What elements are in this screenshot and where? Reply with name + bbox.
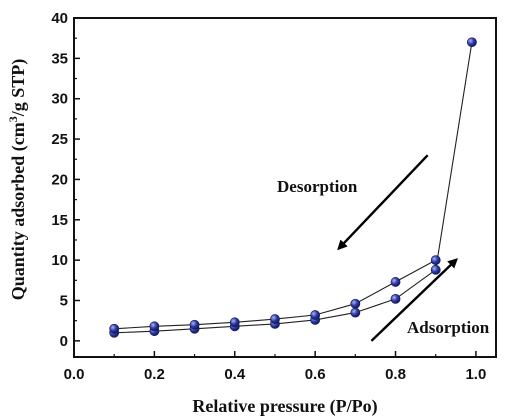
y-tick-label: 25 xyxy=(51,131,68,148)
y-axis-title: Quantity adsorbed (cm3/g STP) xyxy=(6,59,29,301)
series-2-point xyxy=(270,314,280,324)
annotation-arrows xyxy=(337,154,458,342)
desorption-arrow xyxy=(337,154,429,251)
series-2-point xyxy=(350,298,361,309)
tick-layer: 0.0 0.2 0.4 0.6 0.8 1.0 0 5 10 15 20 25 30 35 40 xyxy=(51,10,486,383)
x-tick-label: 0.8 xyxy=(385,366,406,383)
series-1-line xyxy=(114,42,473,334)
series-markers xyxy=(109,37,477,338)
adsorption-arrow xyxy=(370,258,458,342)
x-tick-label: 0.0 xyxy=(64,366,85,383)
y-tick-label: 35 xyxy=(51,50,68,67)
x-tick-label: 1.0 xyxy=(465,366,486,383)
series-1-point xyxy=(430,264,441,275)
y-tick-label: 30 xyxy=(51,91,68,108)
series-1-point xyxy=(350,307,361,318)
x-tick-label: 0.4 xyxy=(224,366,246,383)
x-tick-label: 0.6 xyxy=(305,366,326,383)
y-tick-label: 10 xyxy=(51,252,68,269)
desorption-annotation: Desorption xyxy=(277,177,358,196)
series-1-point xyxy=(466,37,477,48)
series-2-point xyxy=(390,277,401,287)
y-tick-label: 0 xyxy=(60,333,68,350)
series-2-point xyxy=(430,255,441,266)
y-tick-label: 5 xyxy=(60,293,68,310)
plot-frame xyxy=(73,17,497,358)
y-axis-title-pre: Quantity adsorbed (cm xyxy=(8,122,29,300)
x-axis-title: Relative pressure (P/Po) xyxy=(192,396,377,417)
x-tick-label: 0.2 xyxy=(144,366,165,383)
y-axis-title-sup: 3 xyxy=(6,116,20,122)
y-tick-label: 40 xyxy=(51,10,68,27)
series-2-point xyxy=(149,321,160,332)
series-2-point xyxy=(189,319,200,330)
y-tick-label: 15 xyxy=(51,212,68,229)
series-2-point xyxy=(109,323,120,334)
y-axis-title-post: /g STP) xyxy=(8,59,29,118)
series-1-point xyxy=(390,293,401,304)
series-2-point xyxy=(310,310,321,320)
y-tick-label: 20 xyxy=(51,171,68,188)
adsorption-annotation: Adsorption xyxy=(407,318,490,337)
series-2-point xyxy=(229,317,240,328)
